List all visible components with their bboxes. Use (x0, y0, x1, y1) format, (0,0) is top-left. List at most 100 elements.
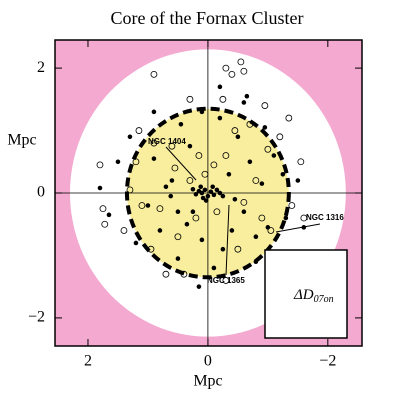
data-point (240, 198, 248, 206)
data-point (280, 171, 286, 177)
data-point (231, 127, 239, 134)
data-point (150, 139, 158, 147)
data-point (135, 127, 143, 134)
data-point (241, 100, 247, 105)
data-point (283, 215, 289, 221)
data-point (208, 189, 214, 195)
data-point (262, 125, 268, 130)
annotation: NGC 1316 (306, 213, 344, 222)
data-point (211, 192, 217, 198)
data-point (178, 122, 184, 127)
data-point (271, 153, 277, 158)
data-point (202, 187, 208, 193)
data-point (244, 93, 250, 99)
data-point (246, 120, 254, 128)
data-point (175, 256, 181, 261)
data-point (175, 209, 181, 215)
data-point (99, 205, 107, 213)
y-axis-label: Mpc (7, 132, 36, 149)
annotation: NGC 1404 (148, 137, 186, 146)
data-point (192, 214, 200, 222)
data-point (252, 177, 260, 184)
data-point (210, 161, 218, 169)
data-point (226, 171, 232, 177)
data-point (222, 152, 230, 159)
data-point (151, 156, 157, 161)
data-point (184, 221, 190, 227)
data-point (240, 67, 248, 75)
data-point (288, 202, 296, 209)
data-point (199, 109, 205, 115)
data-point (198, 184, 204, 190)
data-point (156, 205, 164, 213)
data-point (126, 186, 134, 194)
data-point (187, 143, 193, 149)
data-point (220, 193, 226, 199)
data-point (261, 102, 269, 109)
data-point (138, 202, 146, 209)
data-point (133, 240, 139, 246)
data-point (237, 58, 245, 66)
data-point (214, 187, 220, 193)
annotation-line (275, 223, 321, 233)
data-point (217, 190, 223, 196)
data-point (120, 227, 128, 234)
data-point (157, 228, 163, 233)
data-point (222, 277, 230, 284)
data-point (267, 227, 275, 234)
data-point (265, 225, 271, 230)
data-point (106, 212, 112, 218)
data-point (253, 259, 259, 264)
data-point (168, 142, 176, 150)
overlay: NGC 1404 NGC 1365 NGC 1316 ΔD07on (148, 137, 348, 339)
data-point (229, 228, 235, 233)
data-point (163, 184, 169, 190)
data-point (276, 133, 284, 141)
annotation-line (225, 204, 230, 276)
x-tick-label: 2 (84, 353, 92, 370)
data-point (174, 233, 182, 241)
data-point (127, 134, 133, 140)
data-point (150, 70, 158, 78)
data-point (210, 184, 215, 190)
data-point (169, 178, 175, 183)
data-point (190, 209, 196, 215)
annotation: NGC 1365 (207, 276, 245, 285)
data-point (168, 193, 174, 199)
data-point (115, 159, 121, 165)
chart-title: Core of the Fornax Cluster (111, 8, 304, 28)
data-point (220, 246, 226, 252)
x-tick-label: 0 (204, 353, 212, 370)
data-point (264, 145, 272, 153)
data-point (217, 115, 223, 121)
data-point (193, 191, 199, 197)
inset-label: ΔD07on (293, 287, 334, 305)
data-point (201, 170, 209, 178)
data-point (97, 185, 103, 191)
y-tick-label: 0 (37, 184, 45, 201)
data-point (228, 70, 236, 78)
annotation-line (165, 146, 197, 181)
data-point (213, 208, 221, 216)
data-point (196, 188, 202, 194)
data-point (199, 237, 205, 243)
data-point (259, 181, 265, 186)
data-point (151, 109, 157, 115)
data-point (186, 177, 194, 184)
data-point (101, 220, 109, 228)
data-point (222, 64, 230, 72)
data-point (211, 265, 217, 271)
data-point (258, 214, 266, 222)
data-point (195, 152, 203, 159)
data-point (219, 95, 227, 103)
data-point (200, 195, 206, 201)
data-point (190, 186, 196, 192)
inset-box (264, 249, 348, 339)
data-point (96, 161, 104, 169)
data-point (253, 234, 259, 240)
data-point (285, 114, 293, 122)
data-point (241, 209, 247, 215)
data-point (295, 178, 301, 183)
data-point (232, 196, 238, 202)
